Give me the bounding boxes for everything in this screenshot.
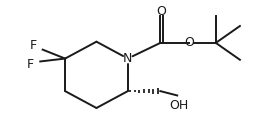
Text: F: F	[30, 39, 37, 52]
Text: O: O	[184, 36, 194, 49]
Text: O: O	[157, 5, 166, 18]
Text: OH: OH	[169, 99, 188, 112]
Text: N: N	[123, 52, 132, 65]
Text: F: F	[27, 58, 34, 71]
